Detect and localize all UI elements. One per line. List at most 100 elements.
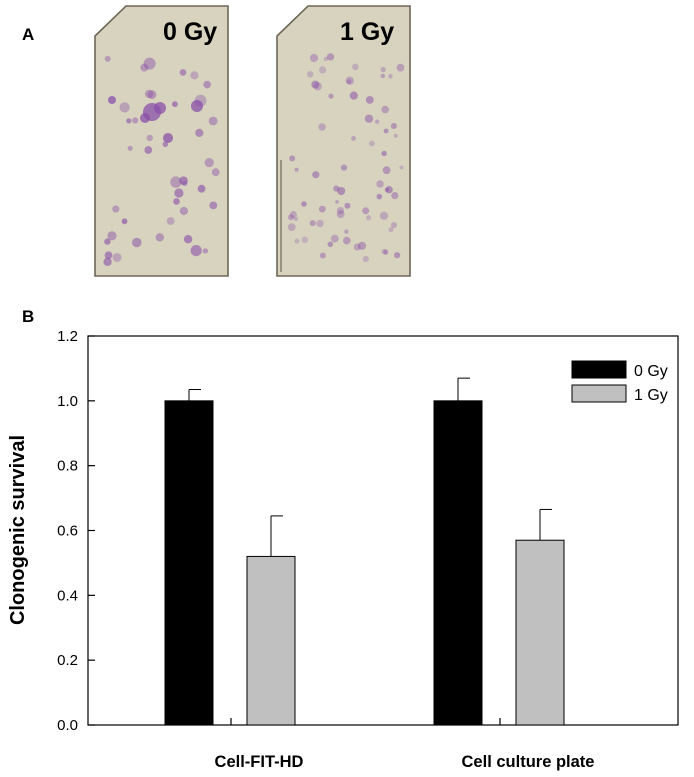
colony: [381, 150, 387, 157]
colony: [376, 193, 383, 200]
colony: [179, 176, 188, 185]
colony: [289, 211, 297, 218]
x-axis-categories: Cell-FIT-HD Cell culture plate: [215, 718, 594, 771]
colony: [365, 96, 374, 104]
colony: [391, 222, 397, 229]
legend-label: 0 Gy: [634, 363, 668, 380]
colony: [381, 248, 388, 255]
colony: [162, 141, 169, 148]
colony: [202, 248, 209, 254]
colony: [394, 252, 401, 259]
colony: [204, 158, 214, 168]
colony: [127, 145, 133, 151]
colony: [121, 218, 128, 225]
colony: [340, 164, 348, 171]
colony: [382, 166, 391, 175]
colony: [104, 251, 113, 260]
colony: [197, 184, 206, 193]
colony: [312, 171, 320, 179]
colony: [132, 237, 142, 248]
colony: [328, 93, 334, 99]
bar-1gy-1: [515, 539, 565, 726]
colony: [383, 249, 389, 255]
colony: [336, 207, 345, 215]
colony: [344, 202, 351, 209]
colony: [112, 253, 122, 262]
colony: [287, 223, 296, 232]
panel-a-letter: A: [22, 25, 34, 44]
colony: [326, 53, 335, 61]
colony: [391, 192, 399, 200]
panel-a: A 0 Gy 1 Gy: [22, 5, 411, 277]
colony: [309, 220, 316, 227]
colony: [349, 91, 358, 100]
colony: [323, 56, 329, 62]
x-category-label: Cell-FIT-HD: [215, 753, 304, 771]
colony: [155, 233, 164, 242]
colony: [146, 134, 153, 142]
y-tick-label: 0.0: [57, 717, 78, 734]
colony: [352, 63, 359, 71]
colony: [103, 257, 112, 266]
colony: [335, 200, 339, 204]
colony: [313, 82, 322, 91]
colony: [108, 96, 116, 104]
colony: [119, 102, 130, 113]
legend: 0 Gy 1 Gy: [571, 360, 668, 404]
colony: [112, 205, 120, 213]
y-tick-label: 0.4: [57, 587, 78, 604]
colony: [383, 128, 389, 134]
colony: [343, 236, 351, 245]
colony: [166, 217, 175, 225]
colony: [337, 187, 346, 195]
colony: [173, 198, 180, 205]
slide-1gy-label: 1 Gy: [340, 18, 394, 46]
colony: [380, 66, 386, 73]
slide-0gy-body: [94, 5, 229, 277]
colony: [179, 69, 187, 76]
colony: [147, 90, 157, 99]
colony: [126, 118, 132, 124]
slide-0gy-colonies: [103, 55, 220, 266]
slide-1gy-body: [276, 5, 411, 277]
colony: [346, 79, 352, 84]
colony: [316, 219, 324, 228]
colony: [144, 89, 154, 99]
colony: [174, 188, 184, 198]
slide-0gy: 0 Gy: [94, 5, 229, 277]
colony: [143, 57, 156, 70]
colony: [294, 167, 299, 172]
colony: [191, 100, 203, 112]
colony: [368, 140, 375, 147]
colony: [319, 66, 327, 74]
colony: [353, 243, 361, 251]
panel-b-letter: B: [22, 307, 34, 326]
y-tick-label: 1.2: [57, 328, 78, 345]
slide-1gy: 1 Gy: [276, 5, 411, 277]
panel-b: B 0.0 0.2 0.4 0.6 0.8 1.0 1.2 Cell-FIT-HD Cell …: [7, 307, 679, 771]
colony: [293, 216, 299, 221]
colony: [307, 71, 314, 78]
colony: [144, 146, 153, 154]
colony: [163, 133, 173, 143]
colony: [362, 207, 370, 215]
colony: [309, 53, 319, 63]
legend-swatch: [571, 360, 627, 379]
colony: [381, 105, 390, 114]
colony: [140, 113, 150, 123]
bar-0gy-0: [164, 400, 214, 726]
colony: [140, 63, 149, 72]
bar-1gy-0: [246, 555, 296, 726]
colony: [132, 117, 139, 124]
colony: [104, 238, 111, 245]
y-axis: 0.0 0.2 0.4 0.6 0.8 1.0 1.2: [57, 328, 95, 734]
slide-1gy-colonies: [287, 53, 405, 263]
colony: [288, 214, 295, 221]
colony: [319, 252, 326, 259]
colony: [390, 123, 397, 129]
colony: [311, 80, 320, 89]
y-axis-title: Clonogenic survival: [7, 435, 29, 625]
colony: [374, 119, 380, 124]
colony: [385, 186, 393, 194]
colony: [301, 236, 309, 243]
